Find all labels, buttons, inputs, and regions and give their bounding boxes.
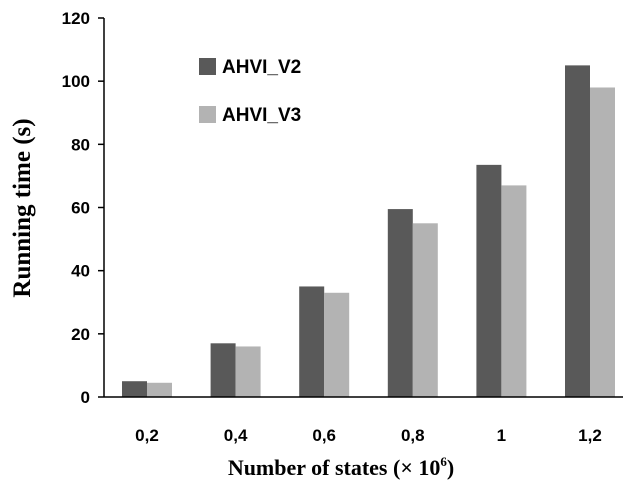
y-tick-label: 0 xyxy=(81,388,90,407)
x-tick-label: 1 xyxy=(497,426,506,445)
bar-ahvi_v3-4 xyxy=(501,185,527,397)
x-axis-title: Number of states (× 106) xyxy=(228,454,454,480)
legend-label-ahvi_v3: AHVI_V3 xyxy=(222,105,301,126)
bar-ahvi_v3-1 xyxy=(235,346,261,397)
legend-swatch-ahvi_v2 xyxy=(199,58,216,75)
bar-ahvi_v3-3 xyxy=(412,223,438,397)
x-tick-label: 0,2 xyxy=(135,426,159,445)
bar-ahvi_v3-5 xyxy=(590,87,615,397)
bar-ahvi_v2-3 xyxy=(387,209,413,397)
y-tick-label: 20 xyxy=(71,325,90,344)
y-tick-label: 80 xyxy=(71,135,90,154)
x-axis-title-main: Number of states (× 10 xyxy=(228,455,441,480)
y-axis-ticks: 0 20 40 60 80 100 120 xyxy=(62,9,104,407)
x-axis-ticks: 0,2 0,4 0,6 0,8 1 1,2 xyxy=(135,426,602,445)
y-axis-title: Running time (s) xyxy=(9,118,36,297)
bar-ahvi_v3-2 xyxy=(324,292,350,397)
bar-ahvi_v2-4 xyxy=(476,164,502,397)
x-axis-title-close: ) xyxy=(447,455,454,480)
y-tick-label: 100 xyxy=(62,72,90,91)
bar-ahvi_v2-0 xyxy=(122,381,147,397)
x-tick-label: 0,8 xyxy=(401,426,425,445)
bar-ahvi_v3-0 xyxy=(147,382,172,397)
legend: AHVI_V2 AHVI_V3 xyxy=(199,57,301,126)
bar-ahvi_v2-2 xyxy=(299,286,325,397)
x-axis-title-exponent: 6 xyxy=(440,454,447,469)
x-tick-label: 0,6 xyxy=(312,426,336,445)
bars-group xyxy=(122,65,615,397)
y-tick-label: 60 xyxy=(71,199,90,218)
legend-label-ahvi_v2: AHVI_V2 xyxy=(222,57,301,78)
y-tick-label: 120 xyxy=(62,9,90,28)
bar-ahvi_v2-1 xyxy=(210,343,236,397)
bar-ahvi_v2-5 xyxy=(565,65,590,397)
x-tick-label: 0,4 xyxy=(224,426,248,445)
x-tick-label: 1,2 xyxy=(578,426,602,445)
y-tick-label: 40 xyxy=(71,262,90,281)
legend-swatch-ahvi_v3 xyxy=(199,106,216,123)
